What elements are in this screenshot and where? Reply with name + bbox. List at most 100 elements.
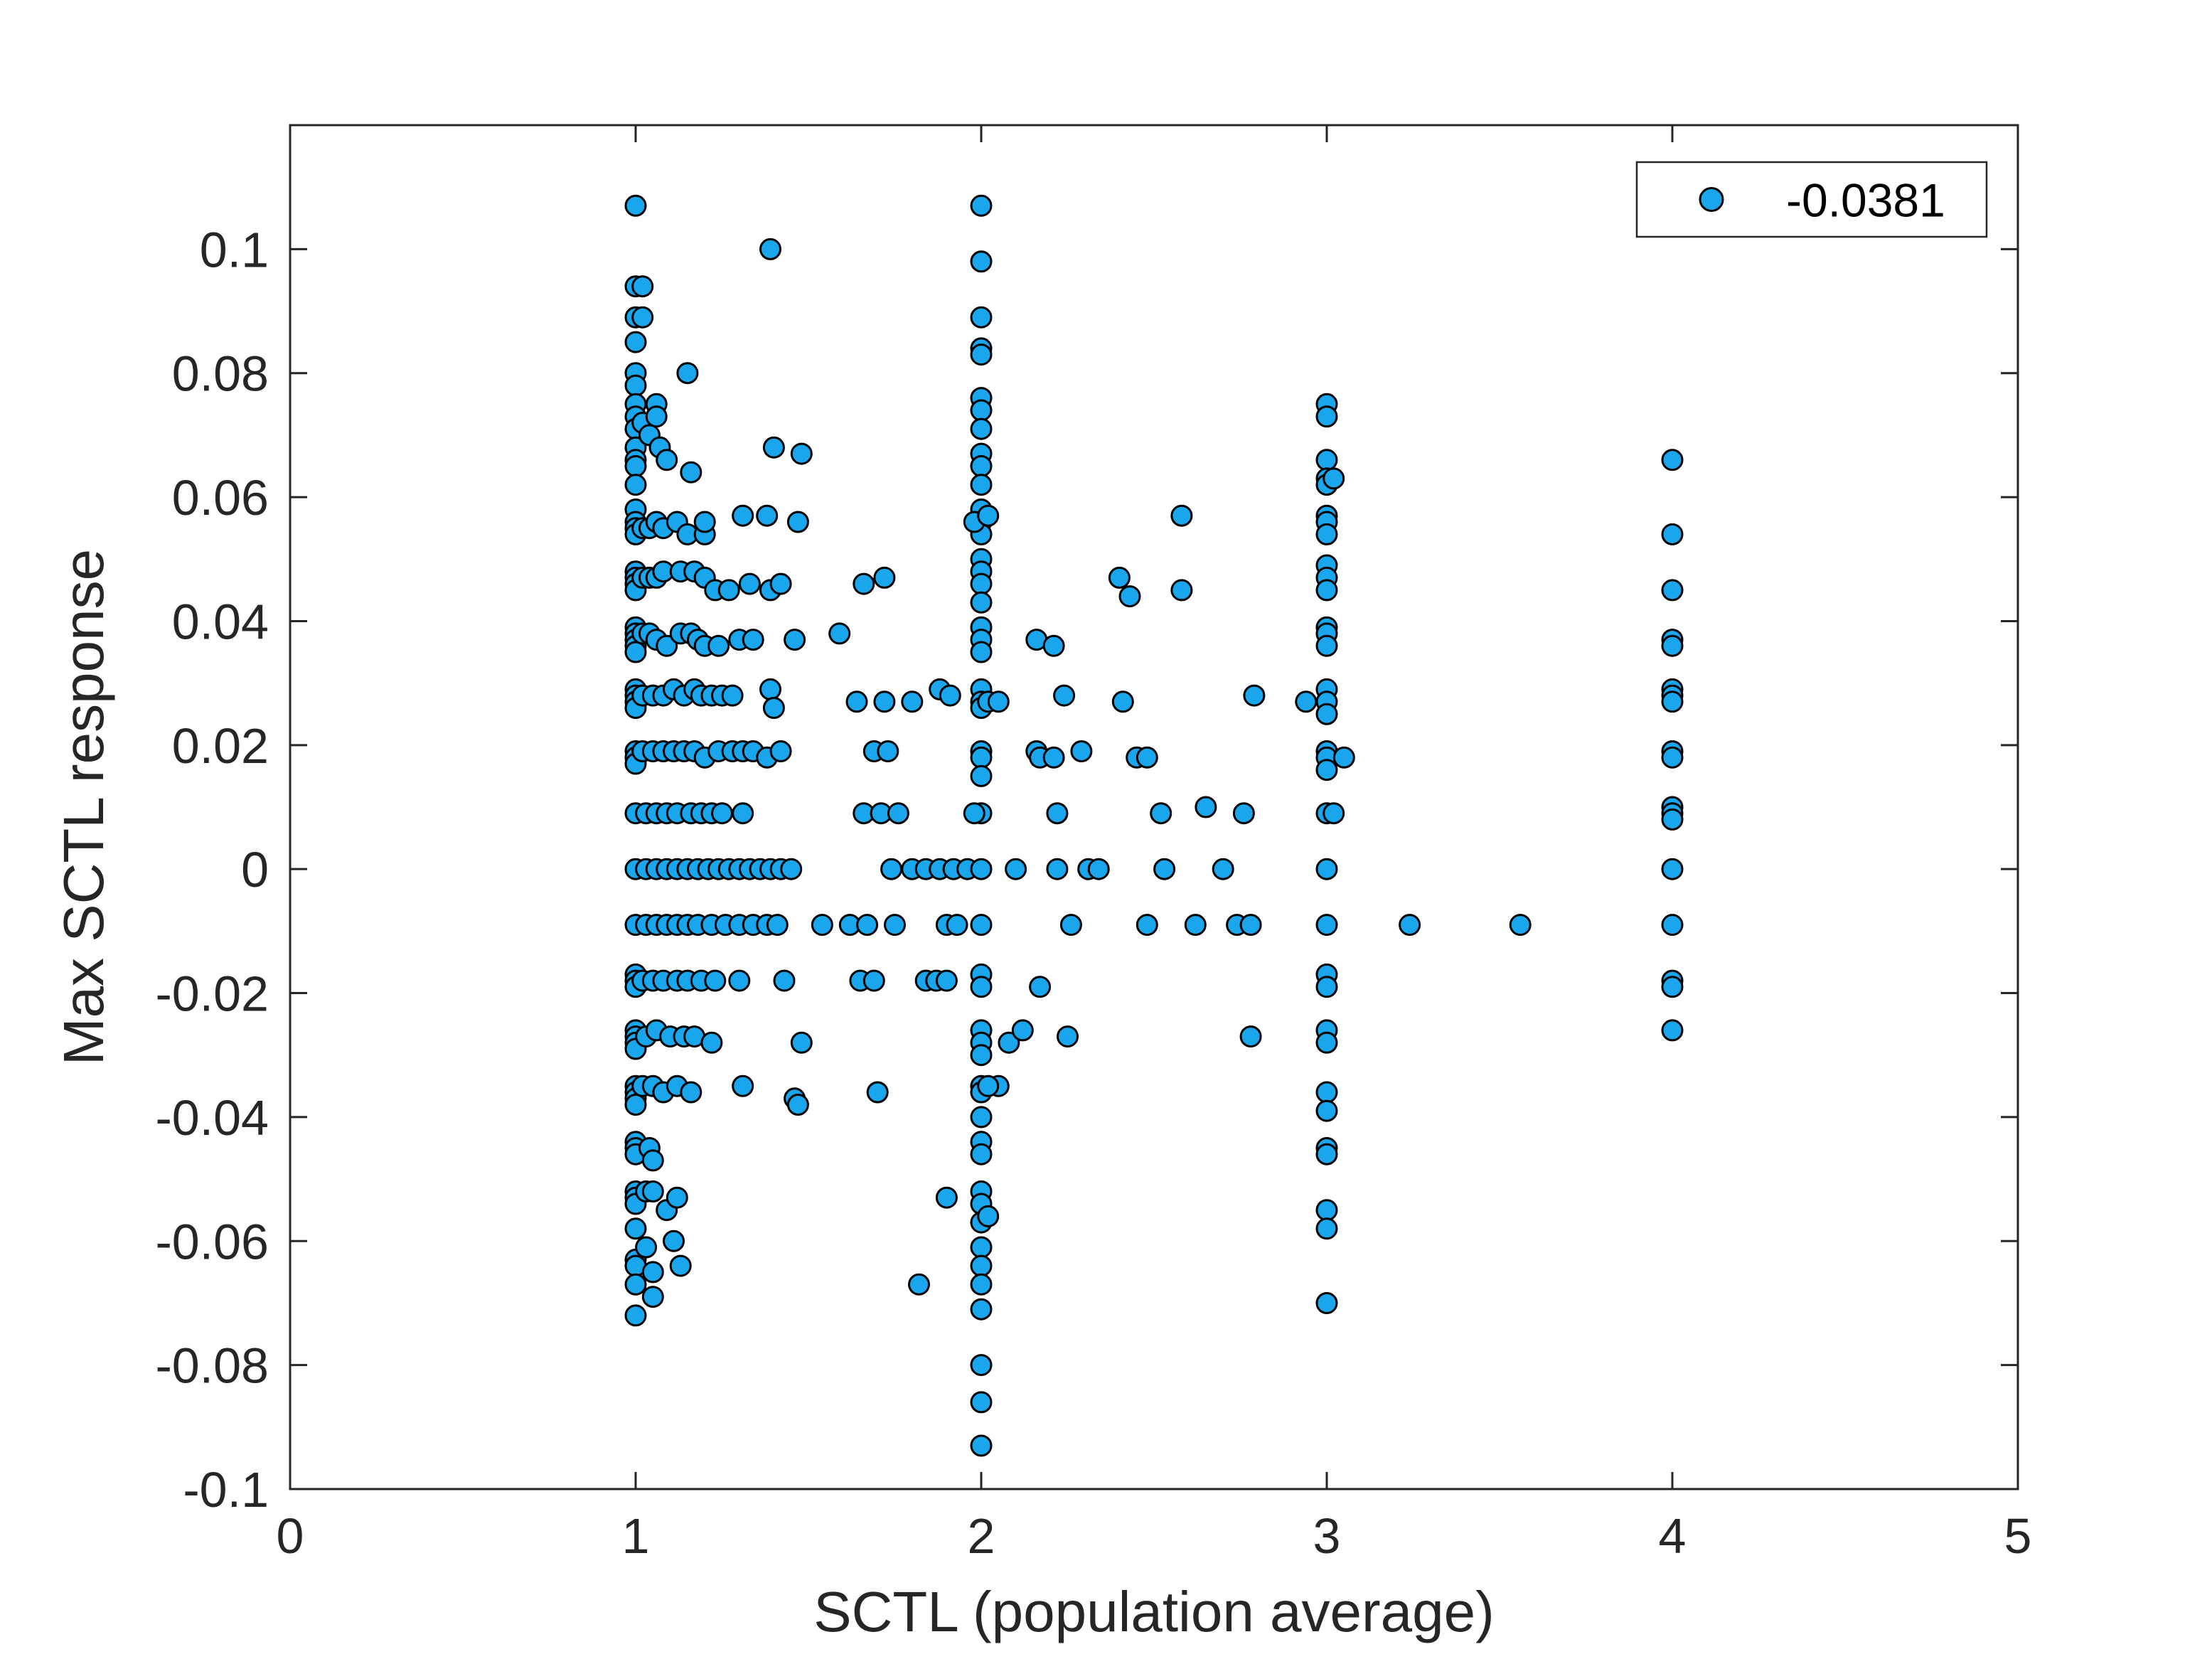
data-point (756, 504, 779, 527)
data-point (1661, 1019, 1684, 1042)
data-point (1315, 449, 1338, 471)
data-point (877, 740, 899, 762)
data-point (624, 1273, 647, 1296)
data-point (669, 1254, 692, 1277)
data-point (1232, 802, 1255, 825)
data-point (631, 306, 654, 329)
data-point (1243, 684, 1266, 707)
data-point (970, 1236, 993, 1259)
y-tick-labels: -0.1 -0.08 -0.06 -0.04 -0.02 0 0.02 0.04 0.06 0.0… (155, 222, 269, 1517)
data-point (901, 690, 924, 713)
data-point (970, 1044, 993, 1067)
data-point (1332, 746, 1355, 769)
data-point (1239, 914, 1262, 937)
data-point (1170, 579, 1193, 602)
data-point (1661, 858, 1684, 880)
y-tick-label: -0.1 (183, 1462, 269, 1517)
data-point (1118, 585, 1141, 608)
data-point (1661, 914, 1684, 937)
data-point (641, 1149, 664, 1172)
data-point (1042, 746, 1065, 769)
data-point (759, 678, 781, 700)
data-point (1661, 746, 1684, 769)
data-point (1661, 976, 1684, 998)
x-tick-labels: 0 1 2 3 4 5 (277, 1508, 2032, 1564)
x-tick-label: 5 (2004, 1508, 2032, 1564)
data-point (773, 969, 796, 992)
data-point (1053, 684, 1076, 707)
data-point (762, 697, 785, 719)
data-point (887, 802, 909, 825)
data-point (970, 399, 993, 422)
data-point (908, 1273, 930, 1296)
data-point (717, 579, 740, 602)
data-point (624, 455, 647, 477)
data-point (1661, 690, 1684, 713)
data-point (624, 194, 647, 217)
data-point (786, 511, 809, 533)
data-point (769, 572, 792, 595)
y-tick-label: 0.08 (172, 346, 269, 402)
data-point (732, 504, 754, 527)
data-point (1295, 690, 1318, 713)
data-point (721, 684, 744, 707)
data-point (970, 1391, 993, 1414)
data-point (1136, 914, 1158, 937)
data-point (1059, 914, 1082, 937)
data-point (970, 417, 993, 440)
data-point (1315, 1143, 1338, 1165)
data-point (1315, 1081, 1338, 1104)
data-point (641, 1261, 664, 1284)
data-point (1315, 976, 1338, 998)
data-point (970, 641, 993, 663)
data-point (866, 1081, 889, 1104)
data-point (790, 442, 813, 465)
data-point (1399, 914, 1421, 937)
x-tick-label: 3 (1313, 1508, 1341, 1564)
data-point (1011, 1019, 1034, 1042)
data-point (998, 1031, 1020, 1054)
data-point (1315, 759, 1338, 782)
data-point (1108, 566, 1131, 589)
data-point (1315, 1099, 1338, 1122)
data-point (1153, 858, 1176, 880)
data-point (970, 1273, 993, 1296)
legend-box (1635, 161, 1988, 238)
data-point (970, 591, 993, 614)
data-point (970, 746, 993, 769)
data-point (780, 858, 803, 880)
data-point (631, 275, 654, 298)
data-point (1184, 914, 1207, 937)
data-point (970, 976, 993, 998)
y-tick-label: 0.02 (172, 718, 269, 774)
data-point (641, 1180, 664, 1202)
data-point (624, 374, 647, 397)
y-tick-label: -0.04 (155, 1090, 269, 1146)
data-point (624, 1217, 647, 1240)
data-point (1212, 858, 1234, 880)
x-tick-label: 1 (622, 1508, 650, 1564)
plot-area-box (289, 124, 2019, 1490)
data-point (856, 914, 879, 937)
data-point (1046, 858, 1069, 880)
data-point (977, 1205, 1000, 1227)
data-point (970, 1254, 993, 1277)
data-point (1111, 690, 1134, 713)
y-tick-label: -0.02 (155, 966, 269, 1022)
data-point (970, 455, 993, 477)
y-tick-label: 0 (241, 842, 269, 897)
data-point (884, 914, 906, 937)
data-point (676, 362, 699, 385)
y-tick-label: 0.04 (172, 594, 269, 649)
data-point (635, 1236, 658, 1259)
data-point (707, 634, 730, 657)
x-tick-label: 2 (968, 1508, 995, 1564)
data-point (728, 969, 751, 992)
data-point (939, 684, 961, 707)
data-point (738, 572, 761, 595)
data-point (656, 634, 678, 657)
data-point (700, 1031, 723, 1054)
data-point (970, 764, 993, 787)
x-tick-label: 0 (277, 1508, 304, 1564)
data-point (766, 914, 789, 937)
